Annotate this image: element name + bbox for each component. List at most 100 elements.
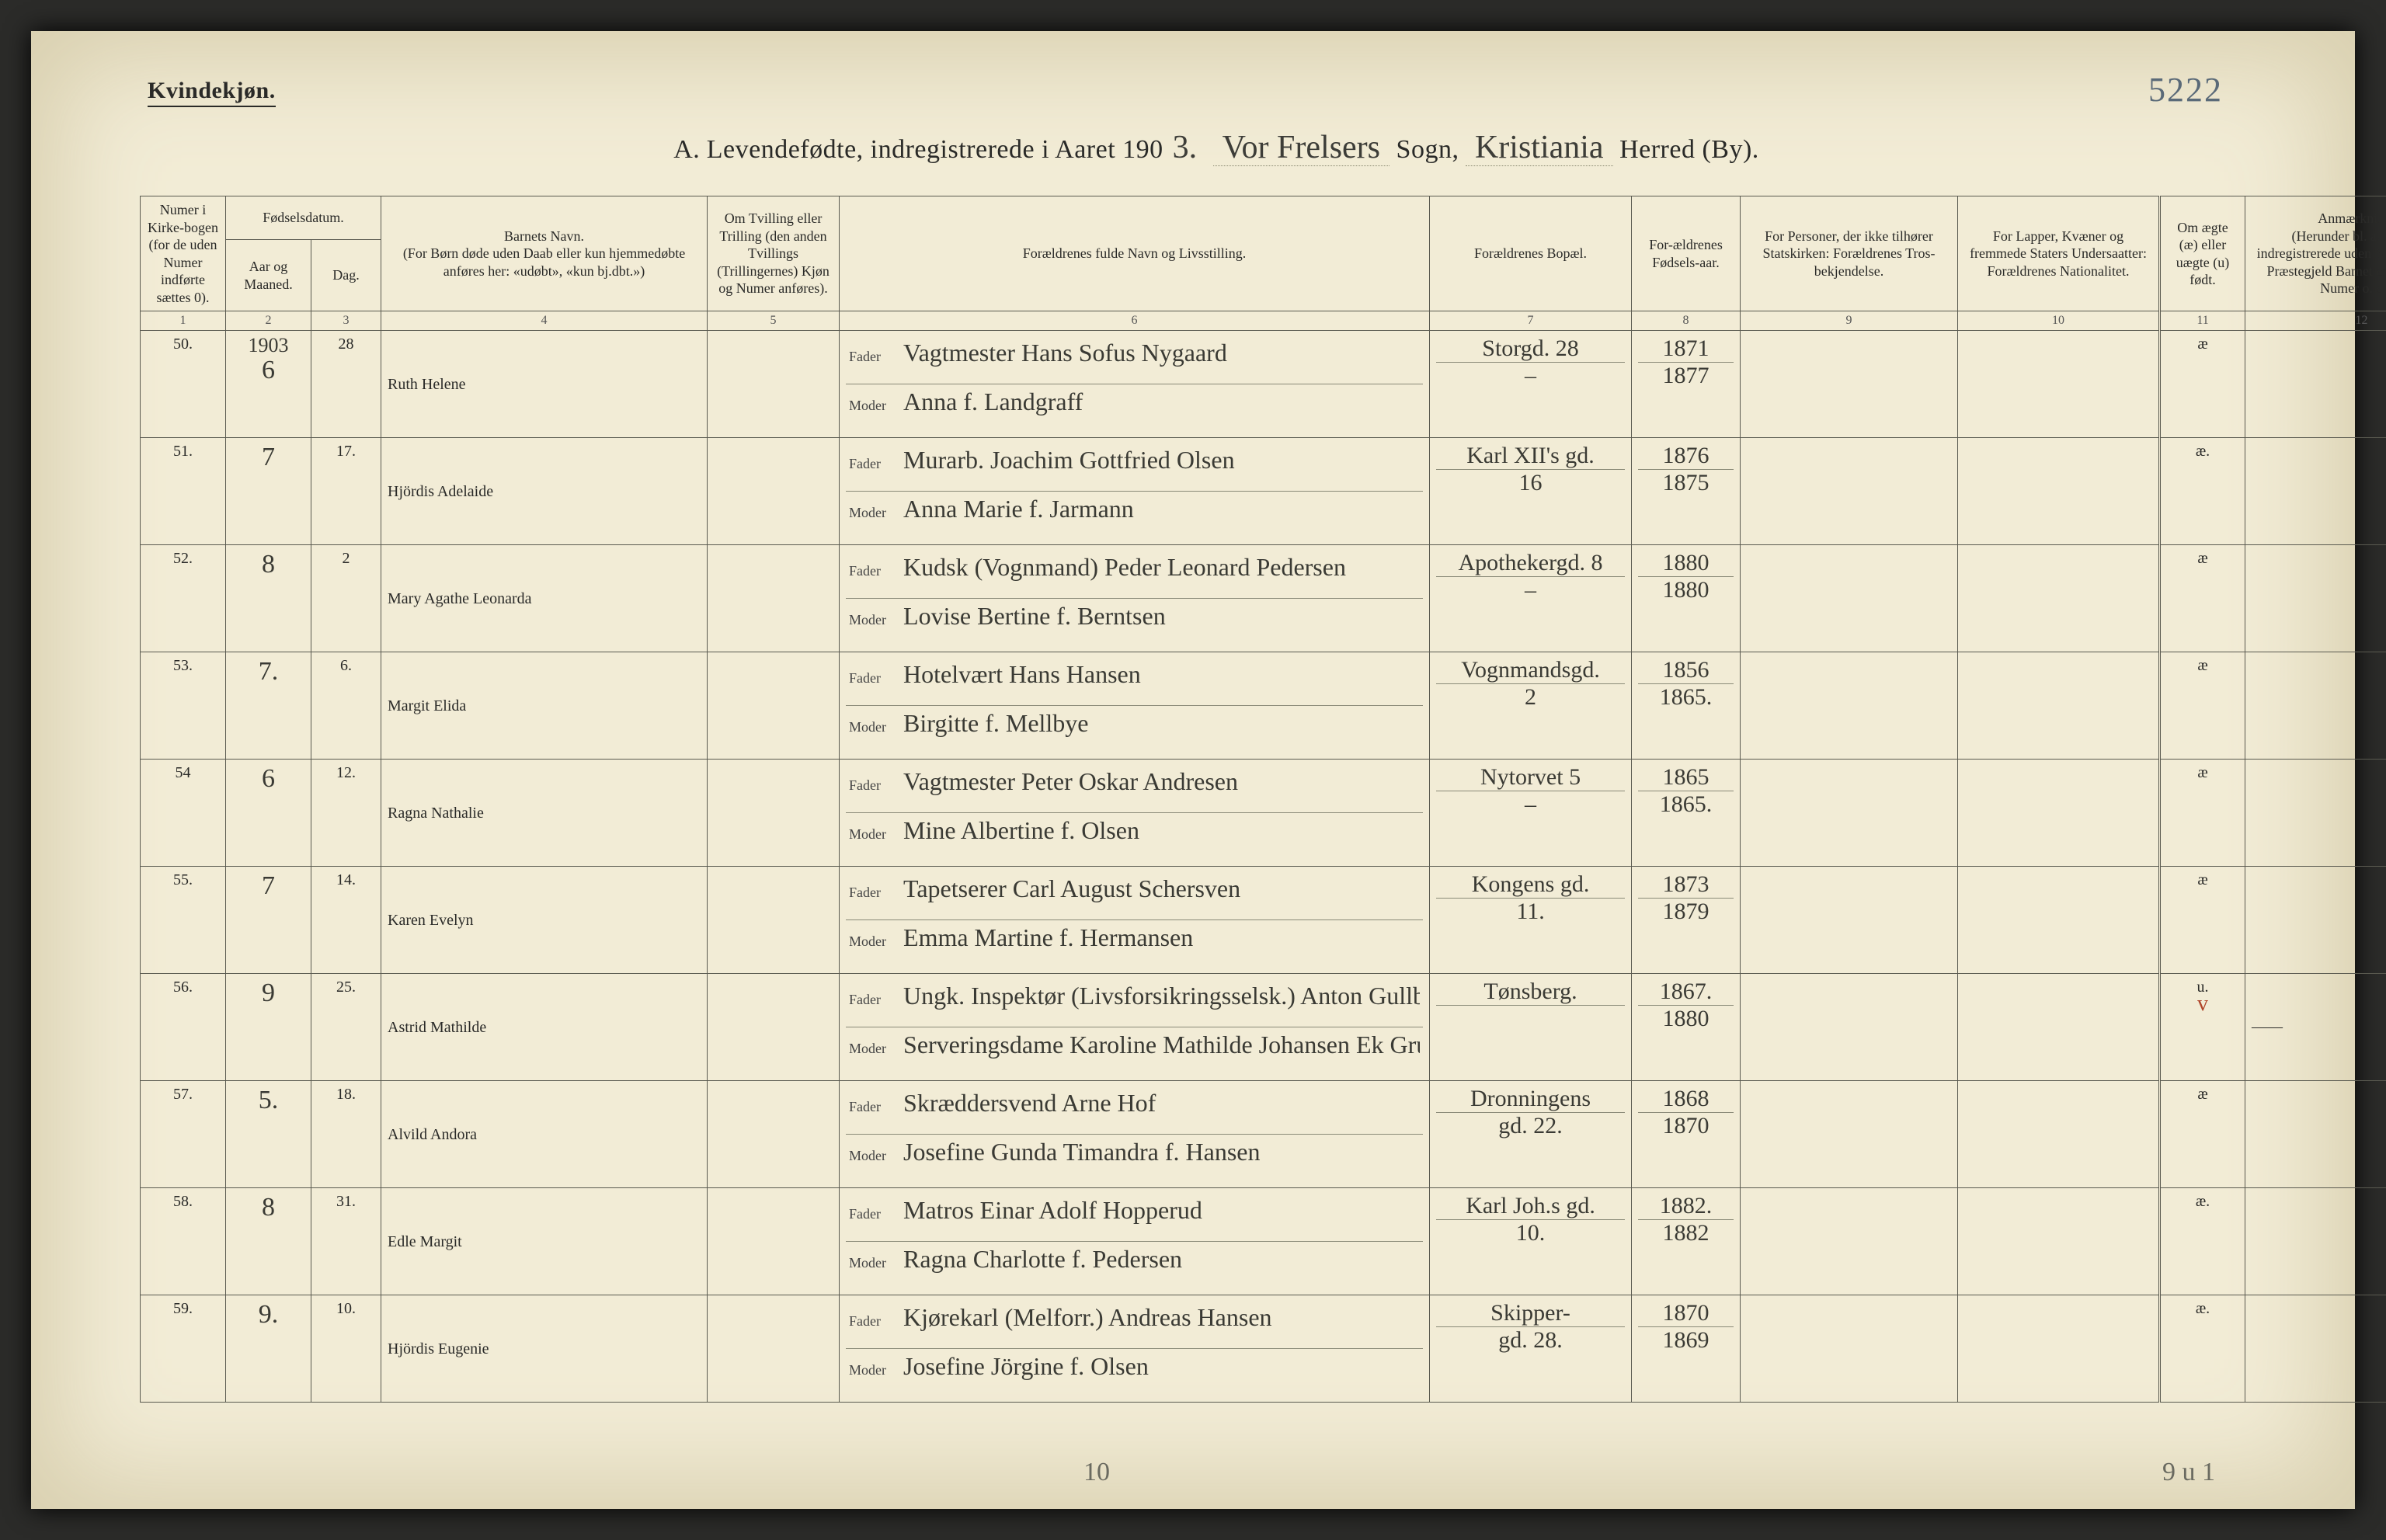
bopel-mother: 2 <box>1436 684 1625 711</box>
col-header-7: Forældrenes Bopæl. <box>1430 196 1632 311</box>
father-text: Tapetserer Carl August Schersven <box>903 874 1420 903</box>
year-father: 1873 <box>1638 871 1734 899</box>
col-header-2b: Dag. <box>311 240 381 311</box>
cell <box>708 652 840 760</box>
cell <box>1741 1081 1958 1188</box>
year-father: 1871 <box>1638 335 1734 363</box>
col-header-9: For Personer, der ikke tilhører Statskir… <box>1741 196 1958 311</box>
cell-parents: FaderMatros Einar Adolf HopperudModerRag… <box>840 1188 1430 1295</box>
father-text: Vagtmester Hans Sofus Nygaard <box>903 339 1420 367</box>
cell: 51. <box>141 438 226 545</box>
table-row: 57.5.18.Alvild AndoraFaderSkræddersvend … <box>141 1081 2386 1188</box>
colnum: 1 <box>141 311 226 331</box>
cell: 53. <box>141 652 226 760</box>
cell <box>708 760 840 867</box>
table-head: Numer i Kirke-bogen (for de uden Numer i… <box>141 196 2386 331</box>
year-mother: 1882 <box>1638 1220 1734 1246</box>
legitimacy-mark: æ. <box>2196 1300 2210 1317</box>
cell <box>2245 331 2386 438</box>
mother-text: Birgitte f. Mellbye <box>903 709 1420 738</box>
cell: 9. <box>226 1295 311 1403</box>
table-row: 55.714.Karen EvelynFaderTapetserer Carl … <box>141 867 2386 974</box>
label-father: Fader <box>849 670 903 687</box>
mother-text: Anna Marie f. Jarmann <box>903 495 1420 523</box>
cell <box>1741 867 1958 974</box>
cell <box>2245 438 2386 545</box>
year-father: 1856 <box>1638 657 1734 684</box>
legitimacy-mark: æ <box>2197 871 2207 888</box>
bopel-father: Karl Joh.s gd. <box>1436 1193 1625 1220</box>
cell-bopel: Kongens gd.11. <box>1430 867 1632 974</box>
cell: 52. <box>141 545 226 652</box>
bopel-mother: 11. <box>1436 899 1625 925</box>
col-header-4: Barnets Navn. (For Børn døde uden Daab e… <box>381 196 708 311</box>
legitimacy-mark: æ <box>2197 764 2207 781</box>
year-father: 1882. <box>1638 1193 1734 1220</box>
cell-parents: FaderKjørekarl (Melforr.) Andreas Hansen… <box>840 1295 1430 1403</box>
title-prefix: A. <box>673 135 700 164</box>
title-sogn-handwritten: Vor Frelsers <box>1213 130 1390 166</box>
cell: Astrid Mathilde <box>381 974 708 1081</box>
register-table: Numer i Kirke-bogen (for de uden Numer i… <box>140 196 2386 1403</box>
cell <box>2245 1295 2386 1403</box>
cell-legitimacy: æ <box>2160 331 2245 438</box>
label-mother: Moder <box>849 1148 903 1164</box>
bopel-father: Storgd. 28 <box>1436 335 1625 363</box>
bopel-father: Nytorvet 5 <box>1436 764 1625 791</box>
title-year-suffix: 3. <box>1163 130 1207 165</box>
label-father: Fader <box>849 1099 903 1115</box>
cell <box>2245 760 2386 867</box>
legitimacy-mark: æ. <box>2196 1193 2210 1210</box>
cell: Hjördis Adelaide <box>381 438 708 545</box>
cell-bopel: Skipper-gd. 28. <box>1430 1295 1632 1403</box>
cell-parent-years: 18731879 <box>1632 867 1741 974</box>
label-father: Fader <box>849 563 903 579</box>
year-mother: 1865. <box>1638 684 1734 711</box>
cell: 54 <box>141 760 226 867</box>
bopel-father: Tønsberg. <box>1436 979 1625 1006</box>
cell: 56. <box>141 974 226 1081</box>
col-header-1: Numer i Kirke-bogen (for de uden Numer i… <box>141 196 226 311</box>
cell: Margit Elida <box>381 652 708 760</box>
father-text: Ungk. Inspektør (Livsforsikringsselsk.) … <box>903 982 1420 1010</box>
cell <box>1958 974 2160 1081</box>
year-father: 1870 <box>1638 1300 1734 1327</box>
cell-legitimacy: æ <box>2160 760 2245 867</box>
cell <box>1958 438 2160 545</box>
cell-parent-years: 18561865. <box>1632 652 1741 760</box>
colnum: 2 <box>226 311 311 331</box>
cell-legitimacy: æ. <box>2160 1188 2245 1295</box>
table-row: 51.717.Hjördis AdelaideFaderMurarb. Joac… <box>141 438 2386 545</box>
cell <box>1741 974 1958 1081</box>
year-mother: 1870 <box>1638 1113 1734 1139</box>
cell-parents: FaderTapetserer Carl August SchersvenMod… <box>840 867 1430 974</box>
legitimacy-mark: æ. <box>2196 443 2210 460</box>
label-mother: Moder <box>849 612 903 628</box>
father-text: Hotelvært Hans Hansen <box>903 660 1420 689</box>
cell <box>1958 331 2160 438</box>
cell: Karen Evelyn <box>381 867 708 974</box>
title-main: Levendefødte, indregistrerede i Aaret 19… <box>707 135 1163 164</box>
cell: 8 <box>226 545 311 652</box>
cell-legitimacy: æ <box>2160 652 2245 760</box>
label-father: Fader <box>849 456 903 472</box>
cell: Alvild Andora <box>381 1081 708 1188</box>
col-header-6: Forældrenes fulde Navn og Livsstilling. <box>840 196 1430 311</box>
colnum: 11 <box>2160 311 2245 331</box>
col-header-12: Anmærkninger. (Herunder bl. a. for Børn … <box>2245 196 2386 311</box>
cell <box>708 1295 840 1403</box>
colnum: 7 <box>1430 311 1632 331</box>
cell <box>708 974 840 1081</box>
year-mother: 1875 <box>1638 470 1734 496</box>
bopel-father: Kongens gd. <box>1436 871 1625 899</box>
father-text: Matros Einar Adolf Hopperud <box>903 1196 1420 1225</box>
cell-bopel: Karl XII's gd.16 <box>1430 438 1632 545</box>
cell <box>708 438 840 545</box>
col-header-2a: Aar og Maaned. <box>226 240 311 311</box>
father-text: Kudsk (Vognmand) Peder Leonard Pedersen <box>903 553 1420 582</box>
bopel-father: Vognmandsgd. <box>1436 657 1625 684</box>
label-mother: Moder <box>849 719 903 735</box>
father-text: Kjørekarl (Melforr.) Andreas Hansen <box>903 1303 1420 1332</box>
colnum: 5 <box>708 311 840 331</box>
label-father: Fader <box>849 1206 903 1222</box>
